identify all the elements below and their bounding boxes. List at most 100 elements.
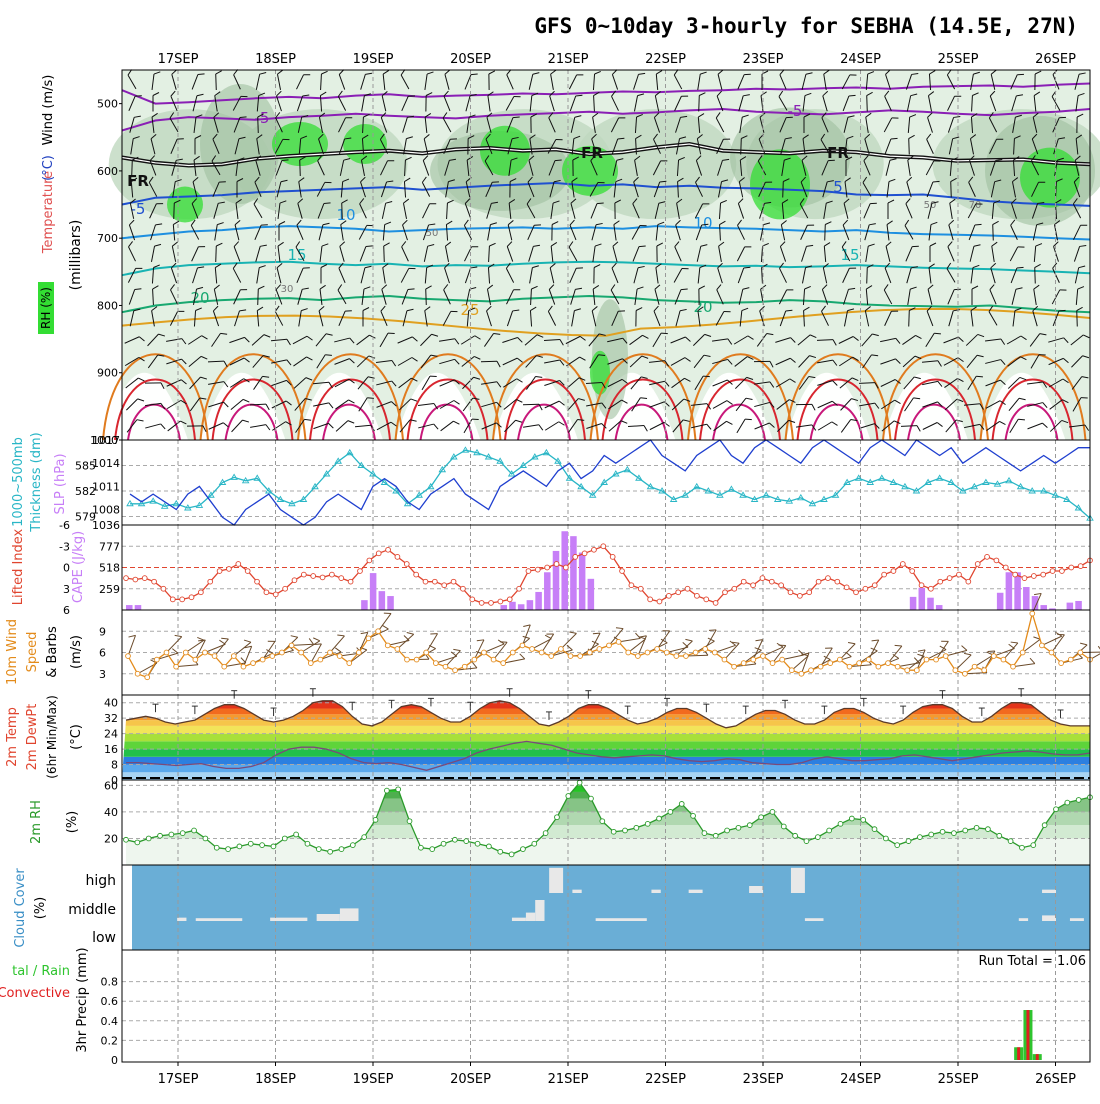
cloud-block [340, 908, 359, 921]
rh2m-point [203, 836, 208, 841]
wind10m-point [780, 657, 785, 662]
wind10m-barb-shaft [484, 644, 504, 653]
lifted-index-point [395, 554, 400, 559]
cloud-block [689, 890, 703, 893]
lifted-index-point [1022, 576, 1027, 581]
lifted-index-point [1060, 569, 1065, 574]
wind10m-point [1040, 643, 1045, 648]
wind-barb-shaft [741, 139, 742, 155]
rh-saturated [1020, 148, 1080, 208]
rh2m-point [770, 809, 775, 814]
wind10m-point [1001, 657, 1006, 662]
rh2m-point [759, 815, 764, 820]
wind10m-barb-shaft [301, 641, 320, 653]
wind-barb-shaft [825, 225, 826, 241]
ylabel-cloud-b: (%) [33, 897, 48, 920]
date-label-top: 18SEP [255, 52, 296, 67]
rh2m-point [600, 819, 605, 824]
lifted-index-point [133, 577, 138, 582]
rh2m-point [1042, 823, 1047, 828]
lifted-index-point [563, 565, 568, 570]
wind-barb-shaft [216, 74, 217, 90]
temp-band [122, 695, 1090, 703]
vertical-ytick: 600 [97, 165, 118, 178]
lifted-index-point [124, 576, 129, 581]
cloud-block [549, 868, 563, 893]
lifted-index-point [760, 576, 765, 581]
ylabel-wind10m-a: 10m Wind [5, 619, 20, 685]
wind10m-point [1059, 661, 1064, 666]
rh2m-point [271, 844, 276, 849]
wind10m-barb-shaft [724, 643, 739, 659]
rh2m-point [135, 840, 140, 845]
wind10m-point [510, 650, 515, 655]
rh2m-point [668, 809, 673, 814]
wind10m-point [376, 629, 381, 634]
slp-ytick-right: 1017 [92, 434, 120, 447]
wind10m-point [991, 654, 996, 659]
rh2m-point [487, 844, 492, 849]
cloud-block [196, 918, 243, 921]
lifted-index-point [1013, 572, 1018, 577]
wind10m-point [568, 654, 573, 659]
ylabel-wind10m-c: & Barbs [45, 626, 60, 678]
wind10m-point [520, 643, 525, 648]
wind10m-point [703, 647, 708, 652]
wind10m-point [982, 668, 987, 673]
lifted-index-point [620, 569, 625, 574]
wind10m-point [308, 661, 313, 666]
cape-bar [379, 591, 386, 610]
lifted-index-point [217, 569, 222, 574]
contour-label: -5 [255, 109, 270, 127]
cloud-block [596, 918, 647, 921]
thickness-line [130, 450, 1090, 518]
wind-barb-shaft [216, 246, 217, 262]
cape-bar [927, 598, 934, 610]
lifted-index-point [695, 593, 700, 598]
wind-barb-shaft [909, 311, 910, 327]
lifted-index-point [891, 569, 896, 574]
rh2m-point [339, 847, 344, 852]
temp-band [122, 714, 1090, 720]
rh2m-point [407, 819, 412, 824]
wind10m-barb-shaft [792, 656, 809, 670]
wind10m-point [1078, 650, 1083, 655]
wind10m-point [222, 664, 227, 669]
rh2m-point [214, 845, 219, 850]
rh2m-point [146, 836, 151, 841]
wind10m-point [443, 664, 448, 669]
wind10m-point [645, 650, 650, 655]
wind10m-point [626, 650, 631, 655]
lifted-index-point [872, 583, 877, 588]
wind10m-barb-shaft [330, 636, 344, 653]
temp-band [122, 709, 1090, 715]
precip-conv-bar [1026, 1010, 1029, 1060]
wind10m-point [761, 654, 766, 659]
wind10m-point [462, 664, 467, 669]
rh2m-point [872, 827, 877, 832]
rh2m-point [940, 829, 945, 834]
cloud-block [1042, 890, 1056, 893]
cloud-block [512, 918, 526, 921]
cape-bar [361, 600, 368, 610]
lifted-index-point [582, 551, 587, 556]
slp-line [130, 440, 1090, 525]
cloud-block [535, 900, 544, 921]
lifted-index-point [358, 569, 363, 574]
wind10m-point [732, 664, 737, 669]
ylabel-precip: 3hr Precip (mm) [75, 947, 90, 1052]
lifted-index-point [283, 586, 288, 591]
rh-band [122, 780, 1090, 792]
rh2m-point [498, 849, 503, 854]
wind10m-barb-shaft [705, 630, 716, 649]
cape-bar [527, 600, 534, 610]
wind10m-barb-shaft [292, 644, 314, 645]
cloud-block [749, 886, 763, 893]
wind10m-point [953, 668, 958, 673]
lifted-index-point [423, 579, 428, 584]
lifted-index-point [507, 597, 512, 602]
lifted-index-point [835, 579, 840, 584]
rh2m-point [294, 832, 299, 837]
wind-barb-shaft [1077, 311, 1078, 327]
wind10m-point [193, 657, 198, 662]
